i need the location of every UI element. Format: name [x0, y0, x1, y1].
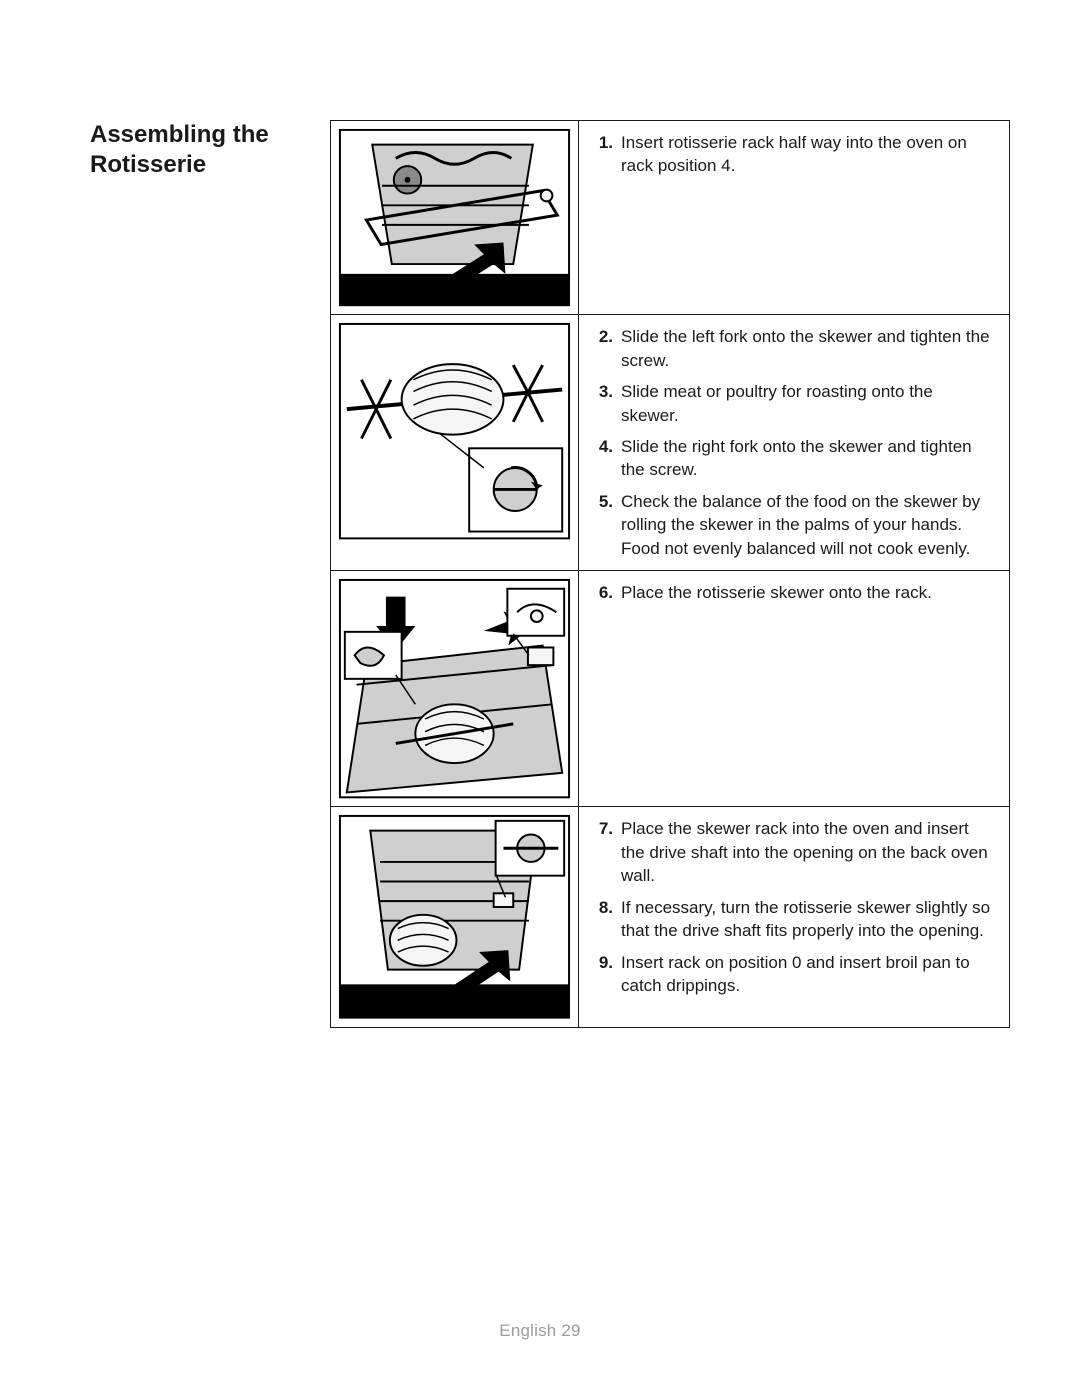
step-text: Insert rack on position 0 and insert bro… — [615, 951, 995, 998]
list-item: 5. Check the balance of the food on the … — [593, 490, 995, 560]
step-list: 6. Place the rotisserie skewer onto the … — [593, 581, 995, 604]
illustration-cell — [331, 121, 579, 315]
footer-language: English — [499, 1321, 556, 1340]
list-item: 6. Place the rotisserie skewer onto the … — [593, 581, 995, 604]
text-cell: 2. Slide the left fork onto the skewer a… — [579, 315, 1010, 571]
list-item: 4. Slide the right fork onto the skewer … — [593, 435, 995, 482]
step-number: 1. — [593, 131, 615, 178]
step-text: If necessary, turn the rotisserie skewer… — [615, 896, 995, 943]
text-cell: 6. Place the rotisserie skewer onto the … — [579, 571, 1010, 807]
step-number: 3. — [593, 380, 615, 427]
list-item: 2. Slide the left fork onto the skewer a… — [593, 325, 995, 372]
step-text: Slide the right fork onto the skewer and… — [615, 435, 995, 482]
step-text: Place the skewer rack into the oven and … — [615, 817, 995, 887]
heading-line-1: Assembling the — [90, 121, 269, 148]
table-row: 1. Insert rotisserie rack half way into … — [331, 121, 1010, 315]
illustration-cell — [331, 571, 579, 807]
step-number: 9. — [593, 951, 615, 998]
heading-line-2: Rotisserie — [90, 151, 206, 178]
list-item: 8. If necessary, turn the rotisserie ske… — [593, 896, 995, 943]
section-heading: Assembling the Rotisserie — [90, 120, 310, 180]
instruction-table-wrap: 1. Insert rotisserie rack half way into … — [330, 120, 1010, 1028]
illustration-cell — [331, 315, 579, 571]
footer-page-number: 29 — [561, 1321, 580, 1340]
skewer-forks-meat-icon — [337, 321, 572, 541]
step-text: Place the rotisserie skewer onto the rac… — [615, 581, 995, 604]
rack-into-oven-icon — [337, 813, 572, 1021]
step-number: 8. — [593, 896, 615, 943]
step-text: Slide meat or poultry for roasting onto … — [615, 380, 995, 427]
step-text: Slide the left fork onto the skewer and … — [615, 325, 995, 372]
oven-rack-insert-icon — [337, 127, 572, 308]
step-text: Check the balance of the food on the ske… — [615, 490, 995, 560]
table-row: 2. Slide the left fork onto the skewer a… — [331, 315, 1010, 571]
step-number: 6. — [593, 581, 615, 604]
table-row: 6. Place the rotisserie skewer onto the … — [331, 571, 1010, 807]
step-text: Insert rotisserie rack half way into the… — [615, 131, 995, 178]
list-item: 7. Place the skewer rack into the oven a… — [593, 817, 995, 887]
step-list: 2. Slide the left fork onto the skewer a… — [593, 325, 995, 560]
text-cell: 7. Place the skewer rack into the oven a… — [579, 807, 1010, 1028]
list-item: 9. Insert rack on position 0 and insert … — [593, 951, 995, 998]
skewer-on-rack-icon — [337, 577, 572, 800]
text-cell: 1. Insert rotisserie rack half way into … — [579, 121, 1010, 315]
step-number: 7. — [593, 817, 615, 887]
table-row: 7. Place the skewer rack into the oven a… — [331, 807, 1010, 1028]
illustration-cell — [331, 807, 579, 1028]
step-list: 1. Insert rotisserie rack half way into … — [593, 131, 995, 178]
step-number: 5. — [593, 490, 615, 560]
page-footer: English 29 — [0, 1321, 1080, 1341]
list-item: 1. Insert rotisserie rack half way into … — [593, 131, 995, 178]
step-list: 7. Place the skewer rack into the oven a… — [593, 817, 995, 997]
step-number: 4. — [593, 435, 615, 482]
instruction-table: 1. Insert rotisserie rack half way into … — [330, 120, 1010, 1028]
step-number: 2. — [593, 325, 615, 372]
list-item: 3. Slide meat or poultry for roasting on… — [593, 380, 995, 427]
manual-page: Assembling the Rotisserie — [0, 0, 1080, 1397]
